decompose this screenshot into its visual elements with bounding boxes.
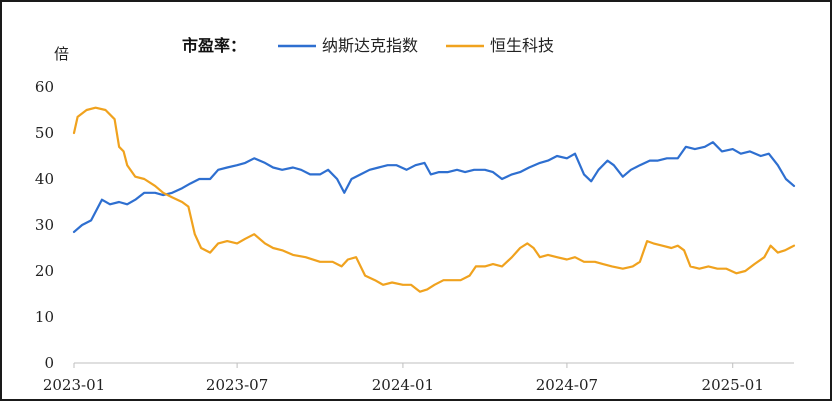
y-tick-label: 50 [35,124,54,142]
y-tick-label: 40 [35,170,54,188]
legend: 纳斯达克指数 恒生科技 [278,36,554,55]
series-line-0 [72,141,796,233]
y-tick-label: 20 [35,262,54,280]
series-layer [72,106,796,293]
y-axis: 0 10 20 30 40 50 60 [35,78,54,372]
x-axis: 2023-01 2023-07 2024-01 2024-07 2025-01 [43,363,764,394]
y-tick-label: 0 [44,354,54,372]
y-unit-label: 倍 [54,45,69,63]
x-tick-label: 2023-01 [43,376,105,394]
legend-title: 市盈率： [182,36,246,55]
y-tick-label: 60 [35,78,54,96]
y-tick-label: 10 [35,308,54,326]
y-tick-label: 30 [35,216,54,234]
x-tick-label: 2023-07 [206,376,268,394]
legend-label-1: 恒生科技 [490,36,554,55]
legend-label-0: 纳斯达克指数 [322,36,418,55]
series-line-1 [72,106,796,293]
x-tick-label: 2024-01 [372,376,434,394]
x-tick-label: 2025-01 [702,376,764,394]
x-tick-label: 2024-07 [536,376,598,394]
